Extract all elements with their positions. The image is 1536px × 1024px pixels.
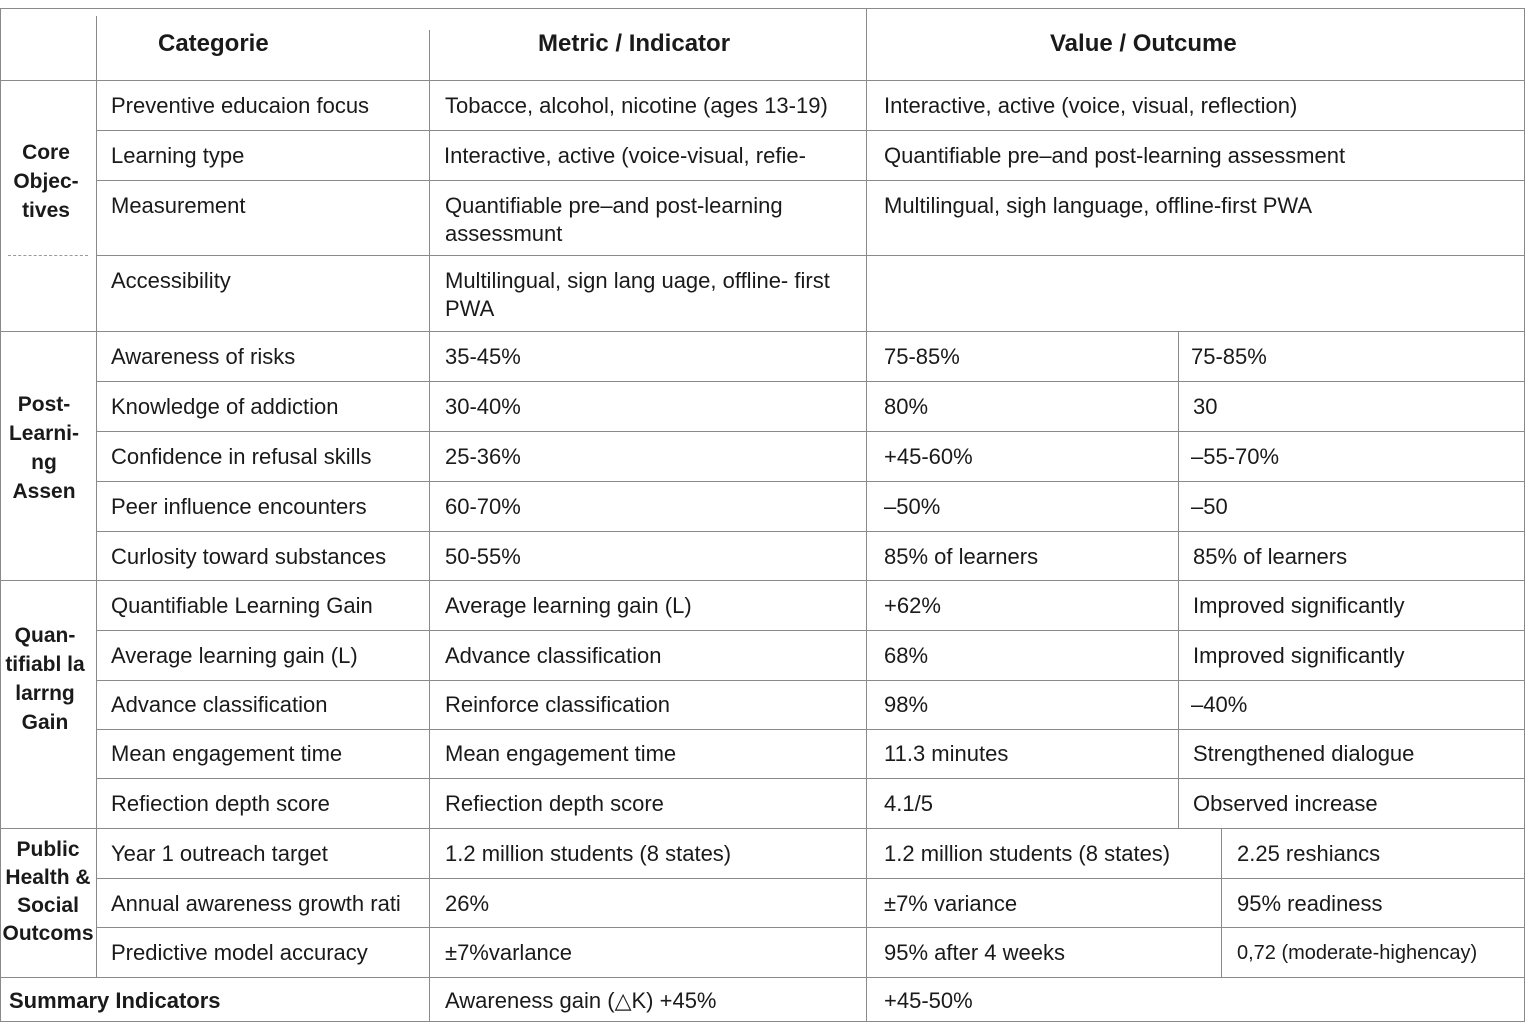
- row-value: Multilingual, sigh language, offline-fir…: [884, 193, 1312, 218]
- row-metric: 26%: [445, 891, 490, 916]
- row-metric: Refiection depth score: [445, 791, 664, 816]
- row-extra: 0,72 (moderate-highencay): [1237, 942, 1478, 964]
- results-table: [0, 8, 1525, 1022]
- row-extra: 85% of learners: [1193, 544, 1348, 569]
- row-metric: 60-70%: [445, 494, 521, 519]
- column-divider: [1221, 828, 1222, 977]
- row-value: 80%: [884, 394, 929, 419]
- row-extra: –55-70%: [1191, 444, 1280, 469]
- row-label: Advance classification: [111, 692, 328, 717]
- header-divider: [0, 80, 1525, 81]
- summary-value: +45-50%: [884, 988, 973, 1013]
- section-dash: [8, 255, 88, 256]
- row-value: 75-85%: [884, 344, 960, 369]
- row-divider: [96, 878, 1525, 879]
- column-divider: [866, 8, 867, 1022]
- row-label: Accessibility: [111, 268, 231, 293]
- row-value: 98%: [884, 692, 929, 717]
- row-value: ±7% variance: [884, 891, 1018, 916]
- row-divider: [96, 778, 1525, 779]
- category-core-objectives: Core Objec- tives: [13, 141, 79, 222]
- row-value: 95% after 4 weeks: [884, 940, 1065, 965]
- section-divider: [0, 580, 1525, 581]
- row-divider: [96, 180, 1525, 181]
- row-metric: Reinforce classification: [445, 692, 670, 717]
- row-value: +62%: [884, 593, 941, 618]
- category-public-health: Public Health & Social Outcoms: [2, 838, 94, 945]
- row-label: Confidence in refusal skills: [111, 444, 372, 469]
- row-label: Learning type: [111, 143, 245, 168]
- row-metric: Interactive, active (voice-visual, refie…: [444, 143, 806, 168]
- summary-metric: Awareness gain (△K) +45%: [445, 988, 717, 1013]
- row-metric: Tobacce, alcohol, nicotine (ages 13-19): [445, 93, 828, 118]
- row-extra: 95% readiness: [1237, 891, 1383, 916]
- column-divider: [429, 30, 430, 1022]
- row-divider: [96, 630, 1525, 631]
- row-label: Year 1 outreach target: [111, 841, 328, 866]
- row-value: 85% of learners: [884, 544, 1039, 569]
- summary-label: Summary Indicators: [9, 988, 221, 1013]
- row-metric: Average learning gain (L): [445, 593, 692, 618]
- row-value: 68%: [884, 643, 929, 668]
- row-label: Predictive model accuracy: [111, 940, 368, 965]
- row-divider: [96, 729, 1525, 730]
- section-divider: [0, 977, 1525, 978]
- row-metric: Quantifiable pre–and post-learning asses…: [445, 193, 783, 246]
- row-metric: 30-40%: [445, 394, 521, 419]
- row-divider: [96, 130, 1525, 131]
- header-category: Categorie: [158, 30, 269, 57]
- row-metric: ±7%varlance: [445, 940, 573, 965]
- row-metric: 25-36%: [445, 444, 521, 469]
- row-metric: 1.2 million students (8 states): [445, 841, 732, 866]
- row-divider: [96, 680, 1525, 681]
- row-label: Measurement: [111, 193, 246, 218]
- row-metric: Mean engagement time: [445, 741, 677, 766]
- row-divider: [96, 381, 1525, 382]
- row-extra: Strengthened dialogue: [1193, 741, 1415, 766]
- section-divider: [0, 828, 1525, 829]
- row-extra: Improved significantly: [1193, 643, 1405, 668]
- row-label: Quantifiable Learning Gain: [111, 593, 373, 618]
- row-metric: Advance classification: [445, 643, 662, 668]
- row-value: Interactive, active (voice, visual, refl…: [884, 93, 1298, 118]
- header-metric: Metric / Indicator: [538, 30, 731, 57]
- row-extra: 75-85%: [1191, 344, 1267, 369]
- section-divider: [0, 331, 1525, 332]
- row-label: Annual awareness growth rati: [111, 891, 401, 916]
- row-extra: –40%: [1191, 692, 1248, 717]
- row-extra: –50: [1191, 494, 1228, 519]
- row-divider: [96, 431, 1525, 432]
- row-value: 1.2 million students (8 states): [884, 841, 1171, 866]
- row-value: 11.3 minutes: [884, 741, 1009, 766]
- row-label: Refiection depth score: [111, 791, 330, 816]
- category-learning-gain: Quan- tifiabl la larrng Gain: [5, 624, 85, 734]
- row-label: Preventive educaion focus: [111, 93, 370, 118]
- row-label: Peer influence encounters: [111, 494, 367, 519]
- row-divider: [96, 481, 1525, 482]
- header-value: Value / Outcume: [1050, 30, 1237, 57]
- row-label: Average learning gain (L): [111, 643, 358, 668]
- row-label: Knowledge of addiction: [111, 394, 339, 419]
- column-divider: [96, 16, 97, 977]
- row-divider: [96, 927, 1525, 928]
- row-metric: 50-55%: [445, 544, 521, 569]
- row-value: –50%: [884, 494, 941, 519]
- category-post-learning: Post- Learni- ng Assen: [8, 393, 79, 503]
- column-divider: [1178, 331, 1179, 828]
- row-label: Mean engagement time: [111, 741, 343, 766]
- row-extra: 2.25 reshiancs: [1237, 841, 1381, 866]
- row-value: Quantifiable pre–and post-learning asses…: [884, 143, 1346, 168]
- row-divider: [96, 255, 1525, 256]
- row-label: Curlosity toward substances: [111, 544, 387, 569]
- row-metric: Multilingual, sign lang uage, offline- f…: [445, 268, 830, 321]
- row-label: Awareness of risks: [111, 344, 296, 369]
- row-divider: [96, 531, 1525, 532]
- row-extra: Improved significantly: [1193, 593, 1405, 618]
- row-value: +45-60%: [884, 444, 973, 469]
- row-extra: Observed increase: [1193, 791, 1378, 816]
- row-extra: 30: [1193, 394, 1218, 419]
- row-value: 4.1/5: [884, 791, 933, 816]
- row-metric: 35-45%: [445, 344, 521, 369]
